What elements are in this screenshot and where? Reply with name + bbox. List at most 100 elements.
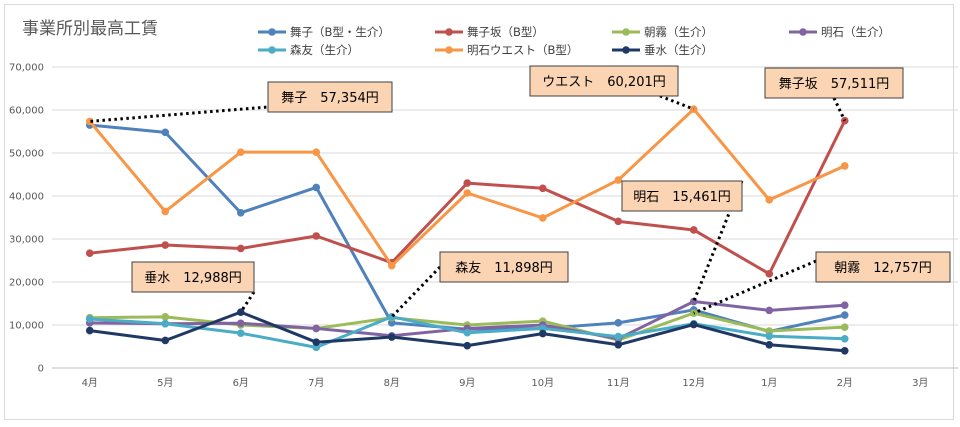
callout: 森友 11,898円 [439, 251, 569, 283]
y-tick-label: 50,000 [9, 149, 44, 160]
callout: 朝霧 12,757円 [815, 251, 951, 283]
legend-swatch-marker [622, 28, 630, 36]
legend-swatch-marker [445, 46, 453, 54]
callout-leader-line [659, 94, 695, 111]
legend-swatch-marker [445, 28, 453, 36]
data-point [689, 226, 698, 234]
data-point [312, 338, 321, 347]
legend-item: 朝霧（生介） [612, 25, 713, 39]
data-point [538, 214, 547, 222]
legend-item: 垂水（生介） [612, 43, 713, 57]
data-point [840, 301, 849, 310]
legend-label: 明石ウエスト（B型） [467, 43, 578, 57]
data-point [236, 329, 245, 337]
data-point [765, 196, 774, 204]
data-point [840, 347, 849, 355]
callout-leader-line [692, 180, 744, 303]
legend-label: 舞子坂（B型） [467, 25, 544, 39]
callout-leader-line [390, 265, 442, 318]
x-tick-label: 11月 [607, 377, 630, 389]
callout-box [764, 67, 904, 99]
callout: 舞子坂 57,511円 [764, 67, 904, 99]
data-point [614, 217, 623, 226]
data-point [840, 323, 849, 331]
callout-box [267, 81, 393, 113]
data-point [765, 340, 774, 349]
x-tick-label: 6月 [233, 377, 249, 389]
data-point [387, 313, 396, 321]
data-point [538, 184, 547, 193]
data-point [614, 176, 623, 184]
callout-box [815, 251, 951, 283]
legend-label: 舞子（B型・生介） [290, 25, 390, 39]
callout-box [621, 180, 743, 212]
series-layer [85, 105, 849, 355]
y-tick-label: 20,000 [9, 278, 44, 289]
callout-leader-line [239, 291, 256, 313]
data-point [236, 244, 245, 253]
callout-label: ウエスト 60,201円 [542, 75, 666, 90]
data-point [765, 270, 774, 278]
callout-box [529, 65, 679, 97]
callout-label: 垂水 12,988円 [144, 271, 242, 286]
data-point [161, 128, 170, 137]
legend-swatch-marker [268, 28, 276, 36]
legend-item: 明石ウエスト（B型） [435, 43, 578, 57]
data-point [236, 208, 245, 217]
x-tick-label: 2月 [837, 377, 853, 389]
legend: 舞子（B型・生介） 舞子坂（B型） 朝霧（生介） 明石（生介） 森友（生介） 明石ウエスト… [258, 25, 890, 57]
x-tick-label: 12月 [682, 377, 705, 389]
legend-label: 朝霧（生介） [644, 25, 713, 39]
data-point [85, 117, 94, 126]
x-tick-label: 7月 [308, 377, 324, 389]
chart-title: 事業所別最高工賃 [22, 19, 158, 39]
callout: 舞子 57,354円 [267, 81, 393, 113]
legend-label: 垂水（生介） [644, 43, 713, 57]
callout-box [439, 251, 569, 283]
callout-label: 舞子 57,354円 [281, 91, 379, 106]
legend-item: 舞子（B型・生介） [258, 25, 390, 39]
data-point [161, 207, 170, 216]
data-point [840, 334, 849, 343]
callout-label: 明石 15,461円 [633, 190, 731, 205]
legend-swatch-marker [268, 46, 276, 54]
x-axis-ticks: 4月 5月 6月 7月 8月 9月 10月 11月 12月 1月 2月 3月 [82, 377, 929, 389]
callout-leader-line [89, 95, 393, 123]
y-tick-label: 70,000 [9, 63, 44, 74]
data-point [614, 340, 623, 349]
callout-label: 朝霧 12,757円 [834, 261, 932, 276]
data-point [161, 319, 170, 328]
data-point [161, 336, 170, 345]
x-tick-label: 4月 [82, 377, 98, 389]
y-tick-label: 30,000 [9, 235, 44, 246]
legend-swatch-marker [622, 46, 630, 54]
callout: ウエスト 60,201円 [529, 65, 679, 97]
data-point [689, 320, 698, 329]
data-point [85, 326, 94, 335]
data-point [236, 319, 245, 328]
x-tick-label: 10月 [531, 377, 554, 389]
callout-leader-line [832, 97, 847, 122]
data-point [161, 313, 170, 321]
callout-label: 舞子坂 57,511円 [779, 77, 890, 92]
legend-swatch-marker [799, 28, 807, 36]
y-tick-label: 0 [38, 364, 44, 375]
data-point [312, 183, 321, 192]
data-point [614, 319, 623, 327]
x-tick-label: 5月 [157, 377, 173, 389]
y-tick-label: 60,000 [9, 106, 44, 117]
x-tick-label: 3月 [912, 377, 928, 389]
legend-item: 森友（生介） [258, 43, 359, 57]
data-point [387, 261, 396, 270]
x-tick-label: 8月 [384, 377, 400, 389]
callout-label: 森友 11,898円 [455, 260, 553, 276]
callout: 垂水 12,988円 [131, 261, 255, 293]
data-point [765, 332, 774, 340]
data-point [312, 232, 321, 240]
x-tick-label: 9月 [459, 377, 475, 389]
data-point [840, 311, 849, 319]
y-tick-label: 10,000 [9, 321, 44, 332]
data-point [463, 189, 472, 197]
